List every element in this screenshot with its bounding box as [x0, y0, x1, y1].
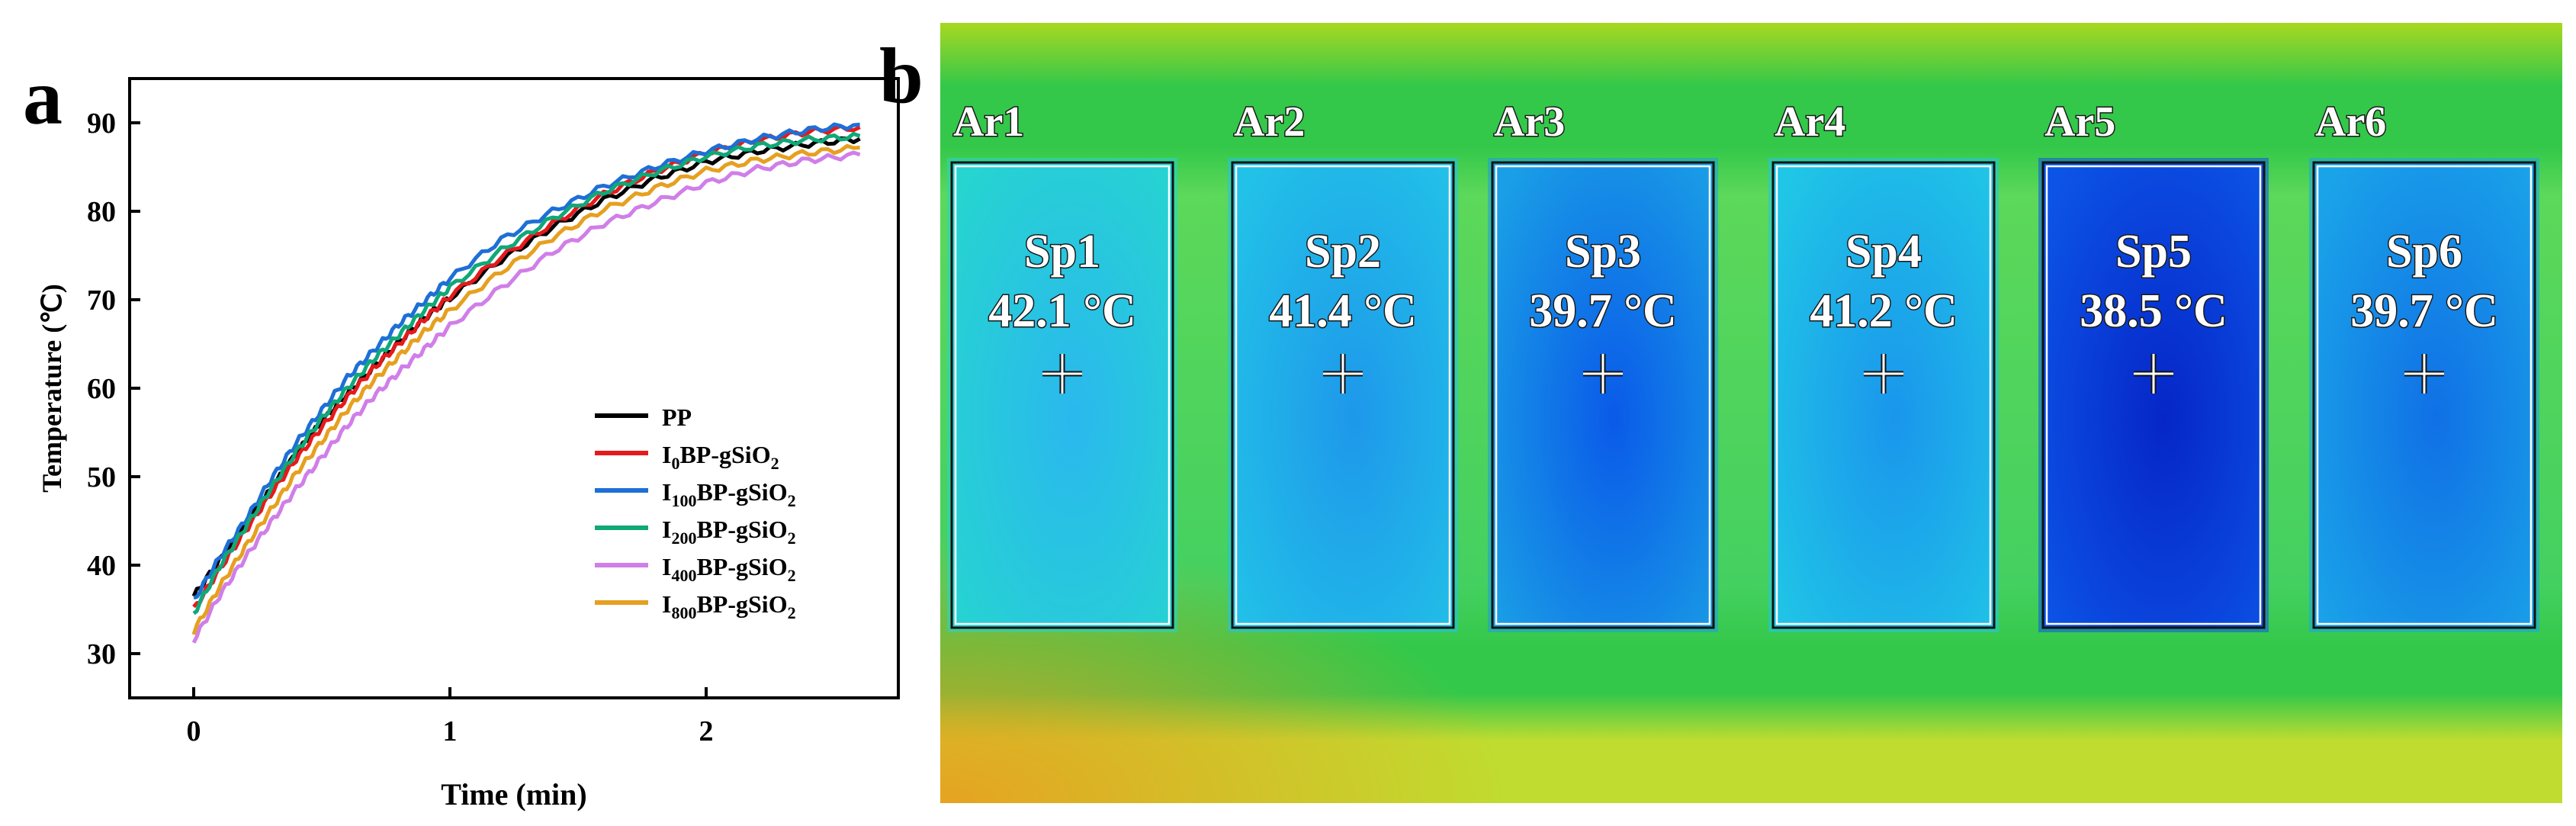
region-inner-outline: [2316, 165, 2533, 625]
panel-label-a: a: [23, 53, 63, 141]
legend-entry: PP: [662, 403, 692, 431]
area-label: Ar2: [1234, 98, 1305, 146]
region-inner-outline: [1495, 165, 1711, 625]
y-tick-label: 40: [87, 550, 116, 582]
y-tick-label: 80: [87, 196, 116, 228]
spot-label: Sp6: [2386, 226, 2462, 278]
spot-label: Sp2: [1305, 226, 1381, 278]
spot-label: Sp4: [1845, 226, 1922, 278]
area-label: Ar4: [1775, 98, 1845, 146]
area-label: Ar5: [2044, 98, 2115, 146]
thermal-image: Ar1 Sp1 42.1 °C Ar2 Sp2 41.4 °C Ar3 Sp3 39.7 °C A…: [940, 23, 2562, 803]
temperature-chart: 30 40 50 60 70 80 90 0 1 2 Time (min) Temperature (…: [37, 77, 900, 812]
series-line: [191, 143, 860, 635]
thermal-warm-corner: [940, 23, 2562, 803]
y-tick-label: 30: [87, 638, 116, 670]
legend-entry: I800BP-gSiO2: [662, 590, 796, 622]
region-fill: [2314, 162, 2535, 628]
thermal-image-canvas: Ar1 Sp1 42.1 °C Ar2 Sp2 41.4 °C Ar3 Sp3 39.7 °C A…: [940, 23, 2562, 803]
legend-entry: I400BP-gSiO2: [662, 553, 796, 585]
region-inner-outline: [2045, 165, 2262, 625]
x-tick-label: 2: [699, 715, 714, 747]
x-axis-label: Time (min): [441, 777, 586, 812]
panel-label-b: b: [879, 32, 923, 120]
spot-temperature: 38.5 °C: [2080, 285, 2228, 337]
region-fill: [2043, 162, 2264, 628]
spot-label: Sp3: [1565, 226, 1641, 278]
region-outline: [950, 161, 1174, 629]
area-label: Ar3: [1494, 98, 1565, 146]
y-tick-label: 50: [87, 461, 116, 493]
region-inner-outline: [954, 165, 1171, 625]
spot-temperature: 39.7 °C: [2350, 285, 2498, 337]
x-tick-label: 0: [187, 715, 201, 747]
series-line: [193, 122, 860, 600]
y-axis-label: Temperature (℃): [37, 284, 67, 492]
legend-entry: I100BP-gSiO2: [662, 478, 796, 510]
region-fill: [1232, 162, 1453, 628]
spot-temperature: 41.4 °C: [1269, 285, 1417, 337]
area-label: Ar6: [2315, 98, 2386, 146]
series-line: [192, 131, 861, 615]
spot-temperature: 41.2 °C: [1810, 285, 1958, 337]
legend-entry: I0BP-gSiO2: [662, 441, 779, 473]
y-tick-label: 90: [87, 108, 116, 140]
x-tick-label: 1: [443, 715, 458, 747]
region-inner-outline: [1775, 165, 1992, 625]
spot-label: Sp5: [2115, 226, 2192, 278]
region-fill: [1773, 162, 1994, 628]
region-outline: [1231, 161, 1455, 629]
y-tick-label: 70: [87, 284, 116, 317]
legend-entry: I200BP-gSiO2: [662, 516, 796, 548]
y-tick-label: 60: [87, 373, 116, 405]
region-inner-outline: [1235, 165, 1451, 625]
spot-temperature: 42.1 °C: [988, 285, 1136, 337]
region-fill: [1492, 162, 1714, 628]
region-outline: [1771, 161, 1996, 629]
region-fill: [952, 162, 1173, 628]
region-outline: [2041, 161, 2266, 629]
series-line: [191, 150, 861, 644]
region-outline: [1491, 161, 1715, 629]
area-label: Ar1: [953, 98, 1024, 146]
region-outline: [2312, 161, 2536, 629]
spot-label: Sp1: [1024, 226, 1100, 278]
spot-temperature: 39.7 °C: [1529, 285, 1677, 337]
